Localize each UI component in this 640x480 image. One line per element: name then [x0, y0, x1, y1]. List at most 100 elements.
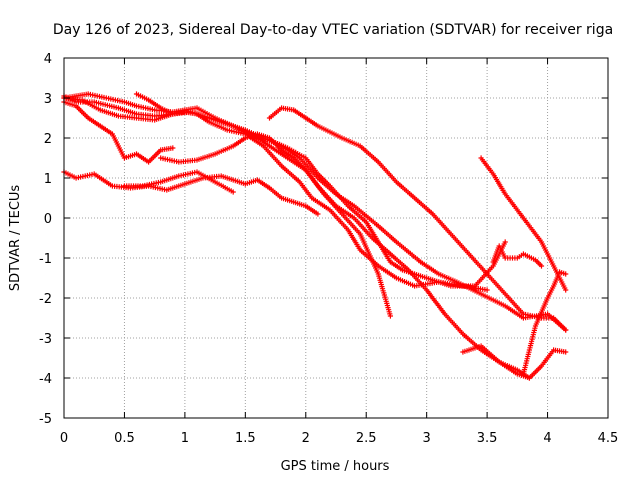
data-point	[214, 181, 217, 183]
data-point	[395, 241, 398, 243]
data-point	[413, 285, 416, 287]
data-point	[286, 157, 289, 159]
data-point	[540, 265, 543, 267]
data-point	[256, 179, 259, 181]
data-point	[353, 217, 356, 219]
data-point	[462, 351, 464, 353]
data-point	[347, 205, 349, 207]
y-tick-label: 2	[44, 132, 52, 147]
data-point	[177, 161, 180, 163]
data-point	[177, 175, 180, 177]
data-point	[220, 175, 223, 177]
data-point	[413, 197, 416, 199]
data-point	[540, 241, 543, 243]
data-point	[123, 101, 126, 103]
data-point	[196, 159, 198, 161]
x-tick-label: 0	[60, 431, 68, 446]
data-point	[153, 119, 156, 121]
data-point	[341, 137, 343, 139]
data-point	[389, 253, 392, 255]
data-point	[552, 317, 555, 319]
data-point	[395, 277, 398, 279]
x-tick-label: 2.5	[356, 431, 377, 446]
data-point	[75, 95, 77, 97]
series-track-11	[460, 343, 569, 381]
chart-title: Day 126 of 2023, Sidereal Day-to-day VTE…	[53, 22, 613, 38]
data-point	[353, 205, 356, 207]
data-point	[226, 129, 229, 131]
data-point	[401, 269, 404, 271]
series-track-13	[520, 269, 569, 377]
data-point	[153, 109, 156, 111]
data-point	[196, 107, 198, 109]
data-point	[244, 129, 247, 131]
data-point	[522, 313, 525, 315]
data-point	[292, 201, 295, 203]
data-point	[449, 233, 452, 235]
data-point	[135, 113, 138, 115]
data-point	[99, 125, 102, 127]
series-track-10	[478, 155, 569, 293]
data-point	[407, 269, 410, 271]
data-point	[492, 265, 495, 267]
series-track-8	[121, 169, 236, 195]
series-track-6	[266, 105, 569, 333]
data-point	[492, 261, 495, 263]
series-track-12	[490, 243, 545, 269]
data-point	[232, 179, 235, 181]
data-point	[208, 121, 210, 123]
data-point	[528, 377, 531, 379]
data-point	[304, 117, 307, 119]
data-point	[214, 153, 217, 155]
data-point	[310, 197, 313, 199]
data-point	[298, 157, 301, 159]
data-point	[87, 117, 90, 119]
data-point	[371, 237, 374, 239]
data-point	[105, 97, 108, 99]
data-point	[480, 345, 482, 347]
data-point	[304, 157, 307, 159]
data-point	[377, 161, 380, 163]
y-tick-label: -5	[39, 412, 52, 427]
x-tick-label: 3.5	[477, 431, 498, 446]
data-point	[135, 153, 138, 155]
data-point	[498, 361, 501, 363]
data-point	[75, 105, 77, 107]
x-tick-label: 3	[423, 431, 431, 446]
data-point	[298, 181, 301, 183]
data-point	[268, 145, 271, 147]
data-point	[486, 273, 489, 275]
data-point	[498, 245, 501, 247]
y-tick-label: 1	[44, 172, 52, 187]
data-point	[534, 259, 537, 261]
data-point	[552, 265, 555, 267]
x-tick-label: 4.5	[598, 431, 619, 446]
data-point	[111, 133, 114, 135]
data-point	[159, 181, 162, 183]
data-point	[268, 117, 271, 119]
y-tick-label: -2	[39, 292, 52, 307]
series-path	[121, 169, 236, 195]
y-tick-label: -1	[39, 252, 52, 267]
data-point	[347, 229, 349, 231]
data-point	[87, 93, 90, 95]
data-point	[232, 191, 235, 193]
data-point	[425, 289, 428, 291]
data-point	[516, 257, 519, 259]
data-point	[329, 131, 331, 133]
data-point	[359, 249, 362, 251]
axis-ticks	[63, 57, 609, 419]
data-point	[474, 285, 476, 287]
data-point	[389, 315, 392, 317]
x-tick-label: 0.5	[114, 431, 135, 446]
data-point	[564, 329, 567, 331]
y-tick-label: 0	[44, 212, 52, 227]
series-path	[158, 131, 532, 381]
data-point	[262, 145, 265, 147]
plot-frame	[63, 57, 609, 419]
data-point	[280, 107, 283, 109]
data-point	[419, 261, 422, 263]
data-point	[462, 333, 464, 335]
data-point	[208, 117, 210, 119]
